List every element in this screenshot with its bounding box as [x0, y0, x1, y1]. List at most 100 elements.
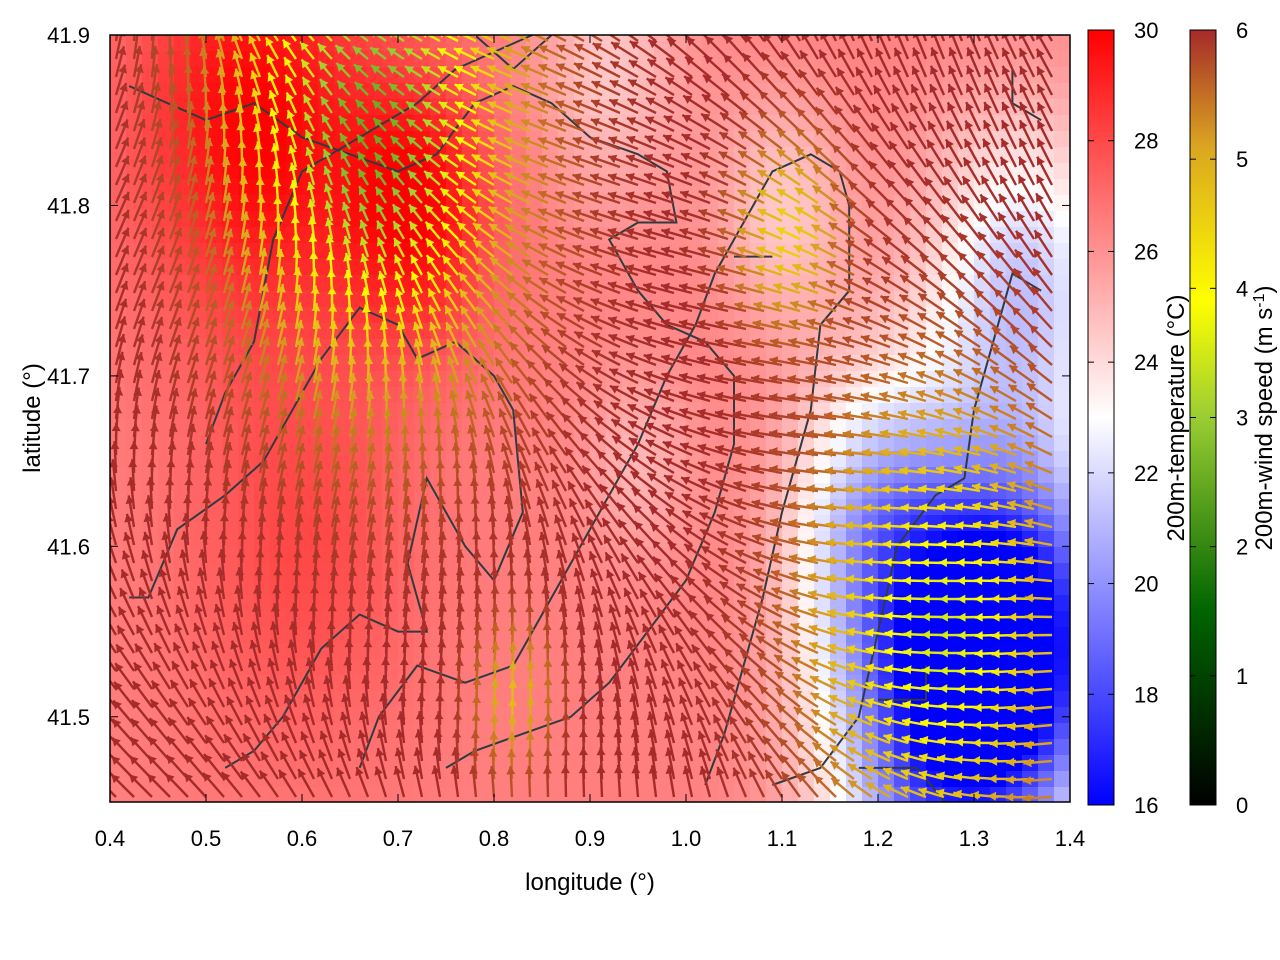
heatmap-cell	[174, 323, 191, 340]
heatmap-cell	[1054, 131, 1070, 148]
heatmap-cell	[238, 83, 255, 100]
heatmap-cell	[206, 547, 223, 564]
heatmap-cell	[126, 291, 143, 308]
heatmap-cell	[334, 579, 351, 596]
heatmap-cell	[142, 595, 159, 612]
heatmap-cell	[1038, 659, 1055, 676]
heatmap-cell	[142, 467, 159, 484]
heatmap-cell	[334, 531, 351, 548]
heatmap-cell	[1038, 611, 1055, 628]
heatmap-cell	[222, 83, 239, 100]
heatmap-cell	[174, 403, 191, 420]
heatmap-cell	[926, 707, 943, 724]
heatmap-cell	[318, 547, 335, 564]
heatmap-cell	[174, 83, 191, 100]
heatmap-cell	[1054, 451, 1070, 468]
heatmap-cell	[494, 691, 511, 708]
heatmap-cell	[1054, 35, 1070, 52]
heatmap-cell	[238, 595, 255, 612]
heatmap-cell	[478, 611, 495, 628]
heatmap-cell	[894, 611, 911, 628]
heatmap-cell	[270, 35, 287, 52]
heatmap-cell	[1054, 643, 1070, 660]
heatmap-cell	[926, 243, 943, 260]
heatmap-cell	[158, 787, 175, 802]
heatmap-cell	[206, 531, 223, 548]
heatmap-cell	[430, 627, 447, 644]
heatmap-cell	[974, 691, 991, 708]
heatmap-cell	[302, 435, 319, 452]
heatmap-cell	[350, 627, 367, 644]
heatmap-cell	[334, 83, 351, 100]
heatmap-cell	[1022, 35, 1039, 52]
heatmap-cell	[1054, 419, 1070, 436]
heatmap-cell	[1054, 99, 1070, 116]
heatmap-cell	[142, 451, 159, 468]
heatmap-cell	[238, 435, 255, 452]
heatmap-cell	[318, 387, 335, 404]
heatmap-cell	[206, 515, 223, 532]
heatmap-cell	[334, 371, 351, 388]
heatmap-cell	[1054, 755, 1070, 772]
heatmap-cell	[206, 83, 223, 100]
heatmap-cell	[478, 691, 495, 708]
heatmap-cell	[1054, 499, 1070, 516]
heatmap-cell	[190, 483, 207, 500]
heatmap-cell	[318, 499, 335, 516]
heatmap-cell	[542, 755, 559, 772]
heatmap-cell	[1038, 691, 1055, 708]
heatmap-cell	[126, 195, 143, 212]
heatmap-cell	[1054, 275, 1070, 292]
heatmap-cell	[270, 51, 287, 68]
heatmap-cell	[638, 787, 655, 802]
heatmap-cell	[686, 787, 703, 802]
heatmap-cell	[142, 179, 159, 196]
heatmap-cell	[894, 435, 911, 452]
heatmap-cell	[350, 611, 367, 628]
heatmap-cell	[1054, 163, 1070, 180]
heatmap-cell	[222, 547, 239, 564]
heatmap-cell	[478, 787, 495, 802]
heatmap-cell	[1054, 179, 1070, 196]
heatmap-cell	[334, 595, 351, 612]
heatmap-cell	[158, 659, 175, 676]
heatmap-cell	[1054, 115, 1070, 132]
heatmap-cell	[206, 99, 223, 116]
heatmap-cell	[622, 787, 639, 802]
heatmap-cell	[222, 99, 239, 116]
heatmap-cell	[126, 483, 143, 500]
heatmap-cell	[942, 259, 959, 276]
heatmap-cell	[126, 755, 143, 772]
heatmap-cell	[222, 531, 239, 548]
heatmap-cell	[590, 771, 607, 788]
heatmap-cell	[254, 739, 271, 756]
heatmap-cell	[318, 515, 335, 532]
heatmap-cell	[334, 291, 351, 308]
heatmap-cell	[446, 787, 463, 802]
heatmap-cell	[350, 51, 367, 68]
heatmap-cell	[1054, 67, 1070, 84]
heatmap-cell	[1006, 787, 1023, 802]
heatmap-cell	[1054, 243, 1070, 260]
heatmap-cell	[286, 51, 303, 68]
heatmap-cell	[1038, 387, 1055, 404]
heatmap-cell	[110, 595, 127, 612]
heatmap-cell	[190, 99, 207, 116]
heatmap-cell	[1054, 307, 1070, 324]
heatmap-cell	[1038, 483, 1055, 500]
heatmap-cell	[1054, 611, 1070, 628]
heatmap-cell	[398, 787, 415, 802]
heatmap-cell	[334, 611, 351, 628]
heatmap-cell	[286, 563, 303, 580]
heatmap-cell	[222, 579, 239, 596]
heatmap-cell	[1054, 659, 1070, 676]
heatmap-cell	[190, 163, 207, 180]
heatmap-cell	[590, 787, 607, 802]
heatmap-cell	[910, 659, 927, 676]
heatmap-cell	[590, 755, 607, 772]
heatmap-cell	[222, 627, 239, 644]
heatmap-cell	[286, 35, 303, 52]
heatmap-cell	[1054, 547, 1070, 564]
heatmap-cell	[190, 467, 207, 484]
heatmap-cell	[142, 323, 159, 340]
